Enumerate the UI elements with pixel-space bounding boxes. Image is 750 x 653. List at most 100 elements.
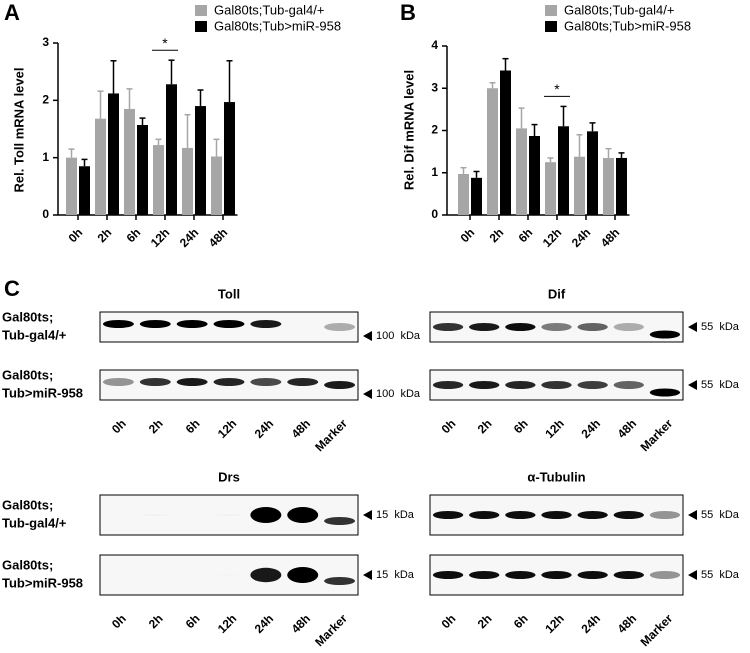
bar (545, 162, 556, 215)
bar (487, 88, 498, 215)
band (250, 507, 281, 523)
legend-swatch (195, 5, 207, 16)
lane-label: 12h (215, 611, 240, 636)
size-label: 55 kDa (701, 509, 740, 521)
band (650, 511, 680, 519)
lane-label: 6h (511, 416, 531, 436)
arrow (363, 510, 372, 520)
bar (558, 126, 569, 215)
band (577, 323, 607, 331)
lane-label: 6h (183, 611, 203, 631)
bar (211, 157, 222, 215)
bar (616, 158, 627, 215)
band (505, 381, 535, 389)
band (614, 323, 644, 331)
band (103, 378, 134, 386)
bar (108, 93, 119, 215)
bar (603, 158, 614, 215)
band (287, 507, 318, 523)
band (324, 577, 355, 585)
y-tick-label: 3 (431, 80, 438, 94)
x-tick-label: 0h (458, 225, 478, 245)
band (469, 571, 499, 579)
lane-label: 6h (183, 416, 203, 436)
x-tick-label: 12h (540, 225, 565, 250)
band (140, 515, 171, 516)
lane-label: 24h (578, 416, 603, 441)
x-tick-label: 2h (95, 225, 115, 245)
bar (471, 178, 482, 215)
band (140, 320, 171, 328)
bar (458, 174, 469, 215)
bar (574, 157, 585, 215)
arrow (363, 389, 372, 399)
legend-label: Gal80ts;Tub>miR-958 (214, 18, 341, 33)
band (324, 323, 355, 331)
blot-title: α-Tubulin (527, 469, 585, 484)
x-tick-label: 24h (569, 225, 594, 250)
x-tick-label: 24h (177, 225, 202, 250)
band (287, 567, 318, 583)
band (433, 381, 463, 389)
bar (195, 106, 206, 215)
lane-label: 2h (146, 611, 166, 631)
lane-label: 48h (289, 611, 314, 636)
bar (166, 84, 177, 215)
band (250, 320, 281, 328)
x-tick-label: 12h (148, 225, 173, 250)
lane-label: 0h (109, 416, 129, 436)
row-label: Tub-gal4/+ (2, 515, 67, 530)
y-tick-label: 0 (431, 207, 438, 221)
row-label: Gal80ts; (2, 557, 53, 572)
lane-label: 0h (439, 416, 459, 436)
band (140, 378, 171, 386)
y-tick-label: 2 (431, 123, 438, 137)
legend-swatch (545, 21, 557, 32)
band (324, 517, 355, 525)
blot-title: Dif (548, 286, 566, 301)
band (469, 511, 499, 519)
lane-label: 24h (578, 611, 603, 636)
band (541, 571, 571, 579)
x-tick-label: 2h (487, 225, 507, 245)
size-label: 15 kDa (376, 569, 415, 581)
row-label: Gal80ts; (2, 497, 53, 512)
band (433, 323, 463, 331)
x-tick-label: 6h (124, 225, 144, 245)
panel-label: A (4, 0, 20, 25)
arrow (688, 380, 697, 390)
lane-label: Marker (638, 416, 676, 454)
lane-label: 2h (475, 611, 495, 631)
band (505, 323, 535, 331)
x-tick-label: 6h (516, 225, 536, 245)
blot-title: Drs (218, 469, 240, 484)
x-tick-label: 48h (206, 225, 231, 250)
bar (500, 71, 511, 215)
lane-label: Marker (312, 611, 350, 648)
blot-title: Toll (218, 286, 240, 301)
arrow (363, 331, 372, 341)
band (250, 378, 281, 386)
band (614, 571, 644, 579)
band (324, 381, 355, 389)
lane-label: 48h (289, 416, 314, 441)
panel-label: C (4, 276, 20, 301)
lane-label: 0h (109, 611, 129, 631)
lane-label: 12h (542, 416, 567, 441)
lane-label: Marker (638, 611, 676, 648)
band (577, 571, 607, 579)
row-label: Tub>miR-958 (2, 385, 83, 400)
band (214, 320, 245, 328)
band (541, 323, 571, 331)
band (614, 381, 644, 389)
band (287, 378, 318, 386)
band (505, 511, 535, 519)
band (214, 378, 245, 386)
band (650, 331, 680, 339)
size-label: 55 kDa (701, 569, 740, 581)
y-tick-label: 2 (42, 93, 49, 107)
bar (124, 109, 135, 215)
band (614, 511, 644, 519)
arrow (363, 570, 372, 580)
size-label: 100 kDa (376, 388, 421, 400)
